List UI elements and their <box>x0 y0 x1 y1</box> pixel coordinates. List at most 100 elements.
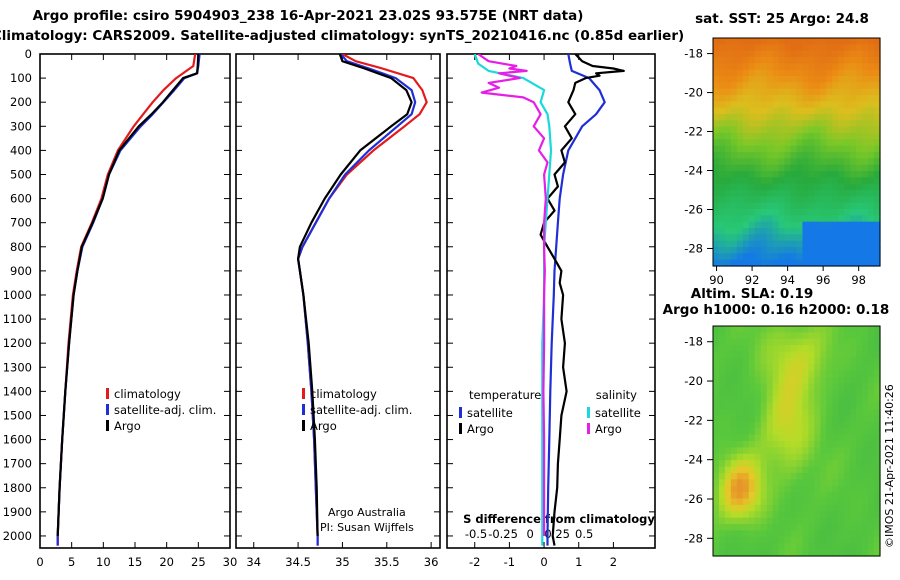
map-cell <box>766 126 774 134</box>
map-cell <box>850 504 857 512</box>
map-cell <box>820 171 827 178</box>
map-cell <box>766 259 774 267</box>
map-cell <box>796 145 804 153</box>
map-cell <box>742 402 750 410</box>
map-cell <box>814 171 821 178</box>
map-cell <box>754 259 762 267</box>
map-cell <box>802 50 810 58</box>
map-cell <box>724 530 732 538</box>
map-cell <box>820 517 827 525</box>
legend-label: satellite <box>595 406 641 420</box>
map-cell <box>862 351 869 359</box>
map-cell <box>814 139 821 147</box>
map-cell <box>874 145 881 153</box>
map-cell <box>713 259 720 267</box>
map-cell <box>784 209 792 216</box>
map-cell <box>826 441 833 448</box>
map-cell <box>826 82 833 90</box>
map-cell <box>802 240 810 248</box>
map-cell <box>838 453 845 461</box>
map-cell <box>742 139 750 147</box>
map-cell <box>713 428 720 436</box>
map-cell <box>868 114 875 121</box>
map-cell <box>724 82 732 90</box>
map-cell <box>796 215 804 223</box>
map-cell <box>790 44 798 52</box>
map-cell <box>844 171 851 178</box>
map-cell <box>724 441 732 448</box>
map-cell <box>844 38 851 45</box>
map-cell <box>718 114 726 121</box>
map-cell <box>856 158 863 166</box>
map-cell <box>760 396 768 404</box>
map-cell <box>754 453 762 461</box>
map-cell <box>832 69 839 77</box>
map-cell <box>808 50 815 58</box>
map-cell <box>784 326 792 333</box>
map-cell <box>724 44 732 52</box>
map-cell <box>814 383 821 391</box>
map-cell <box>856 44 863 52</box>
map-cell <box>790 133 798 140</box>
map-cell <box>742 38 750 45</box>
map-cell <box>862 126 869 134</box>
map-cell <box>874 183 881 191</box>
map-cell <box>718 101 726 109</box>
map-cell <box>736 357 744 365</box>
map-cell <box>826 253 833 261</box>
y-tick-label: 500 <box>10 167 32 181</box>
map-cell <box>754 190 762 197</box>
map-cell <box>862 364 869 372</box>
map-cell <box>748 177 756 185</box>
map-cell <box>832 504 839 512</box>
map-cell <box>742 326 750 333</box>
map-cell <box>784 332 792 340</box>
map-cell <box>730 357 738 365</box>
map-cell <box>713 332 720 340</box>
map-cell <box>730 485 738 493</box>
map-cell <box>772 88 780 96</box>
map-cell <box>820 479 827 487</box>
map-cell <box>868 364 875 372</box>
map-cell <box>736 453 744 461</box>
map-cell <box>772 190 780 197</box>
map-cell <box>754 145 762 153</box>
map-cell <box>874 152 881 159</box>
map-cell <box>766 396 774 404</box>
map-cell <box>850 44 857 52</box>
map-cell <box>808 434 815 442</box>
map-cell <box>844 517 851 525</box>
map-cell <box>844 479 851 487</box>
map-cell <box>730 95 738 102</box>
map-cell <box>820 126 827 134</box>
map-cell <box>844 177 851 185</box>
map-cell <box>832 396 839 404</box>
map-cell <box>850 453 857 461</box>
map-cell <box>730 504 738 512</box>
map-cell <box>730 171 738 178</box>
map-cell <box>784 69 792 77</box>
map-cell <box>796 466 804 474</box>
map-cell <box>820 383 827 391</box>
map-cell <box>718 152 726 159</box>
map-cell <box>790 145 798 153</box>
map-cell <box>748 44 756 52</box>
map-cell <box>856 57 863 64</box>
map-cell <box>844 428 851 436</box>
map-cell <box>802 69 810 77</box>
map-cell <box>718 345 726 353</box>
map-cell <box>772 447 780 455</box>
map-cell <box>874 441 881 448</box>
map-cell <box>826 332 833 340</box>
map-cell <box>778 549 786 557</box>
map-cell <box>724 120 732 128</box>
map-cell <box>862 326 869 333</box>
map-cell <box>856 479 863 487</box>
map-cell <box>766 177 774 185</box>
map-cell <box>874 190 881 197</box>
map-cell <box>724 202 732 210</box>
map-cell <box>874 326 881 333</box>
map-cell <box>838 389 845 397</box>
map-cell <box>713 338 720 346</box>
map-cell <box>820 164 827 172</box>
